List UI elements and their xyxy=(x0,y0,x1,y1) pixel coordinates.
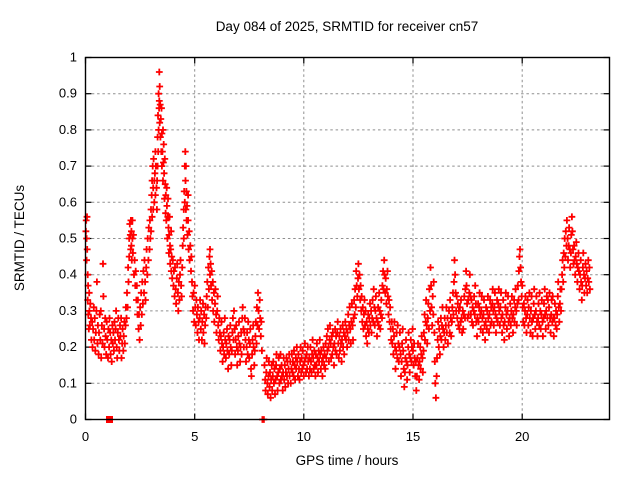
scatter-points-srmtid xyxy=(82,68,594,423)
y-tick-label: 0 xyxy=(70,412,77,427)
y-tick-label: 0.9 xyxy=(59,86,77,101)
y-tick-label: 0.1 xyxy=(59,375,77,390)
y-tick-label: 0.5 xyxy=(59,231,77,246)
y-tick-label: 0.6 xyxy=(59,194,77,209)
y-tick-label: 0.8 xyxy=(59,122,77,137)
y-tick-label: 0.3 xyxy=(59,303,77,318)
x-tick-label: 20 xyxy=(515,429,529,444)
y-tick-label: 0.7 xyxy=(59,158,77,173)
y-tick-label: 0.4 xyxy=(59,267,77,282)
x-tick-label: 0 xyxy=(82,429,89,444)
plot-border xyxy=(84,56,611,421)
x-tick-label: 5 xyxy=(191,429,198,444)
y-tick-label: 1 xyxy=(70,50,77,65)
x-tick-label: 10 xyxy=(297,429,311,444)
y-tick-label: 0.2 xyxy=(59,339,77,354)
chart-title: Day 084 of 2025, SRMTID for receiver cn5… xyxy=(216,19,479,34)
x-tick-label: 15 xyxy=(406,429,420,444)
y-axis-label: SRMTID / TECUs xyxy=(12,185,27,292)
x-axis-label: GPS time / hours xyxy=(296,453,399,468)
